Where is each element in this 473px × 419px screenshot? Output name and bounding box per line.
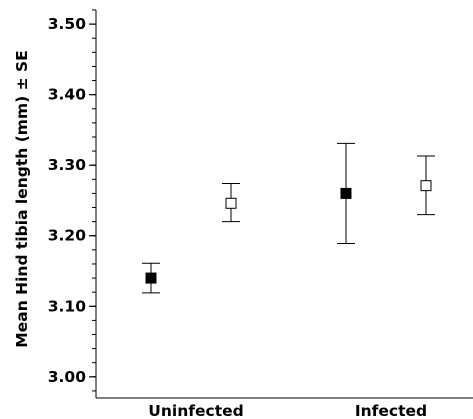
y-tick-label: 3.20 <box>48 227 86 245</box>
open-square-marker <box>420 180 432 192</box>
x-axis: Uninfected Infected <box>96 397 473 419</box>
filled-square-marker <box>145 272 157 284</box>
y-tick-label: 3.30 <box>48 156 86 174</box>
y-axis: 3.00 3.10 3.20 3.30 3.40 3.50 <box>48 9 97 398</box>
y-tick-label: 3.10 <box>48 297 86 315</box>
y-tick-label: 3.50 <box>48 15 86 33</box>
open-square-marker <box>225 197 237 209</box>
y-tick-label: 3.40 <box>48 86 86 104</box>
filled-square-marker <box>340 187 352 199</box>
y-axis-title: Mean Hind tibia length (mm) ± SE <box>13 50 31 347</box>
data-marks <box>142 142 435 294</box>
x-category-label: Infected <box>355 402 427 419</box>
y-tick-label: 3.00 <box>48 368 86 386</box>
x-category-label: Uninfected <box>148 402 243 419</box>
